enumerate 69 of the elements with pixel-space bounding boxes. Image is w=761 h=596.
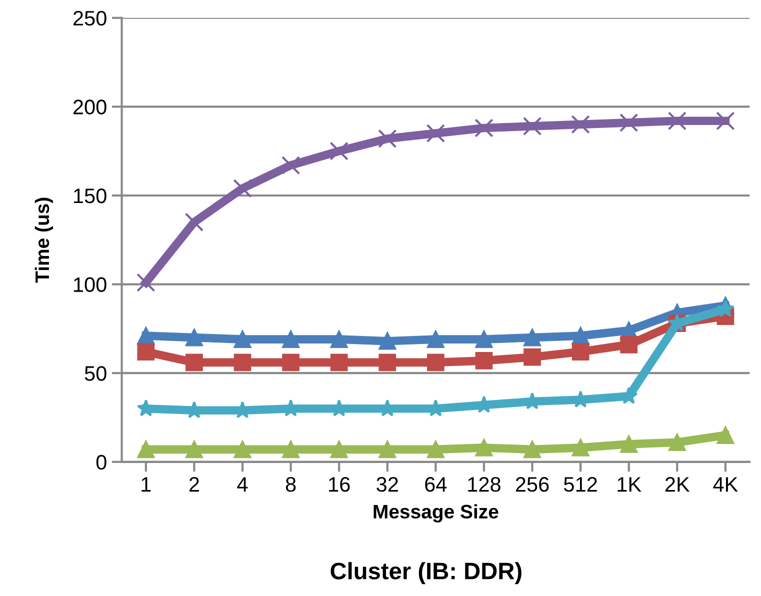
point: [330, 142, 348, 160]
point: [524, 348, 541, 366]
point: [524, 440, 541, 458]
point: [186, 328, 203, 346]
x-tick-label: 1K: [618, 477, 642, 492]
point: [378, 354, 396, 372]
point: [620, 336, 638, 354]
point: [281, 156, 300, 175]
point: [716, 426, 734, 444]
point: [234, 354, 252, 372]
point: [716, 300, 734, 317]
y-tick-label: 0: [96, 454, 106, 470]
y-axis-title: Time (us): [34, 198, 53, 283]
point: [136, 273, 156, 292]
point: [474, 118, 494, 138]
point: [378, 129, 397, 148]
point: [475, 352, 493, 370]
x-tick-label: 4: [237, 477, 248, 492]
x-tick-label: 2K: [665, 477, 690, 492]
y-tick-label: 50: [84, 366, 106, 381]
point: [524, 328, 541, 346]
point: [426, 354, 444, 372]
y-tick-label: 200: [73, 100, 106, 114]
x-tick-label: 32: [376, 477, 398, 492]
x-tick-label: 4K: [713, 477, 738, 492]
point: [426, 440, 444, 458]
point: [184, 212, 204, 232]
point: [186, 354, 203, 372]
point: [716, 112, 735, 130]
point: [426, 330, 444, 348]
x-tick-label: 128: [468, 477, 500, 492]
point: [668, 434, 686, 452]
x-axis-title: Message Size: [374, 504, 498, 522]
point: [234, 330, 252, 348]
x-tick-label: 2: [189, 477, 199, 492]
x-tick-label: 512: [564, 477, 597, 492]
point: [378, 332, 396, 350]
x-tick-label: 16: [329, 477, 350, 492]
point: [426, 124, 446, 143]
x-tick-label: 1: [142, 477, 151, 492]
point: [620, 435, 638, 453]
point: [282, 440, 300, 458]
point: [572, 343, 590, 360]
point: [475, 330, 493, 348]
point: [571, 115, 590, 134]
point: [572, 439, 590, 456]
point: [186, 440, 203, 458]
y-tick-label: 250: [73, 10, 106, 26]
point: [282, 354, 300, 372]
point: [619, 113, 638, 132]
x-tick-label: 8: [286, 477, 296, 492]
point: [234, 440, 252, 458]
y-tick-label: 100: [74, 277, 106, 292]
y-tick-label: 150: [74, 188, 106, 204]
x-tick-label: 64: [425, 477, 447, 492]
point: [233, 179, 252, 198]
point: [137, 440, 155, 458]
point: [330, 440, 348, 458]
point: [282, 330, 300, 348]
point: [620, 386, 638, 404]
point: [522, 116, 542, 136]
point: [475, 439, 493, 456]
text: Cluster (IB: DDR): [330, 562, 522, 584]
point: [668, 112, 687, 130]
point: [137, 343, 155, 360]
point: [330, 354, 348, 372]
point: [330, 330, 348, 348]
x-tick-label: 256: [516, 477, 549, 492]
point: [378, 440, 396, 458]
